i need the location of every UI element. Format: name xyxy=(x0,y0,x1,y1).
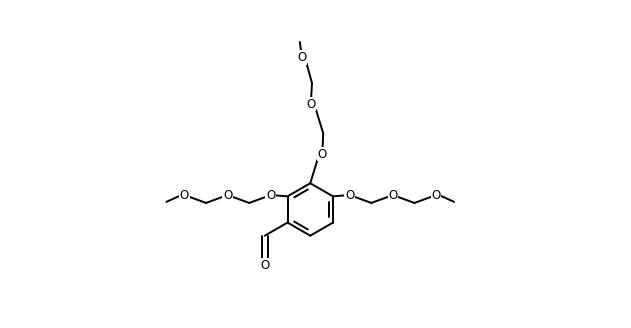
Text: O: O xyxy=(180,189,189,202)
Text: O: O xyxy=(266,189,275,202)
Text: O: O xyxy=(432,189,440,202)
Text: O: O xyxy=(297,51,306,64)
Text: O: O xyxy=(345,189,355,202)
Text: O: O xyxy=(388,189,398,202)
Text: O: O xyxy=(223,189,232,202)
Text: O: O xyxy=(318,148,327,161)
Text: O: O xyxy=(306,98,316,111)
Text: O: O xyxy=(260,259,269,272)
